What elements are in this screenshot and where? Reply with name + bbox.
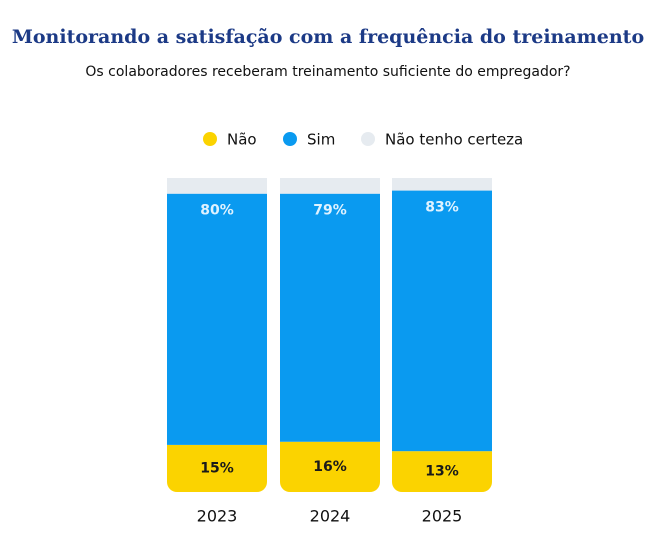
bar-group [280,178,380,492]
data-label: 83% [425,200,459,216]
data-label: 15% [200,460,234,476]
chart-title: Monitorando a satisfação com a frequênci… [12,26,644,48]
data-label: 79% [313,203,347,219]
legend-label: Sim [307,131,335,149]
data-label: 80% [200,203,234,219]
legend-swatch [361,132,375,146]
x-tick-label: 2023 [197,507,238,526]
legend-label: Não tenho certeza [385,131,523,149]
legend-label: Não [227,131,257,149]
bar-segment [392,190,492,452]
x-tick-label: 2024 [310,507,351,526]
legend-swatch [203,132,217,146]
bar-segment [392,178,492,191]
bar-segment [167,178,267,194]
chart-subtitle: Os colaboradores receberam treinamento s… [85,64,570,80]
bar-segment [167,444,267,492]
bar-segment [392,451,492,492]
bar-segment [280,193,380,442]
data-label: 13% [425,464,459,480]
bar-group [167,178,267,492]
legend-swatch [283,132,297,146]
bar-segment [280,178,380,194]
bar-group [392,178,492,492]
bar-segment [280,441,380,492]
bar-segment [167,193,267,445]
x-tick-label: 2025 [422,507,463,526]
data-label: 16% [313,459,347,475]
